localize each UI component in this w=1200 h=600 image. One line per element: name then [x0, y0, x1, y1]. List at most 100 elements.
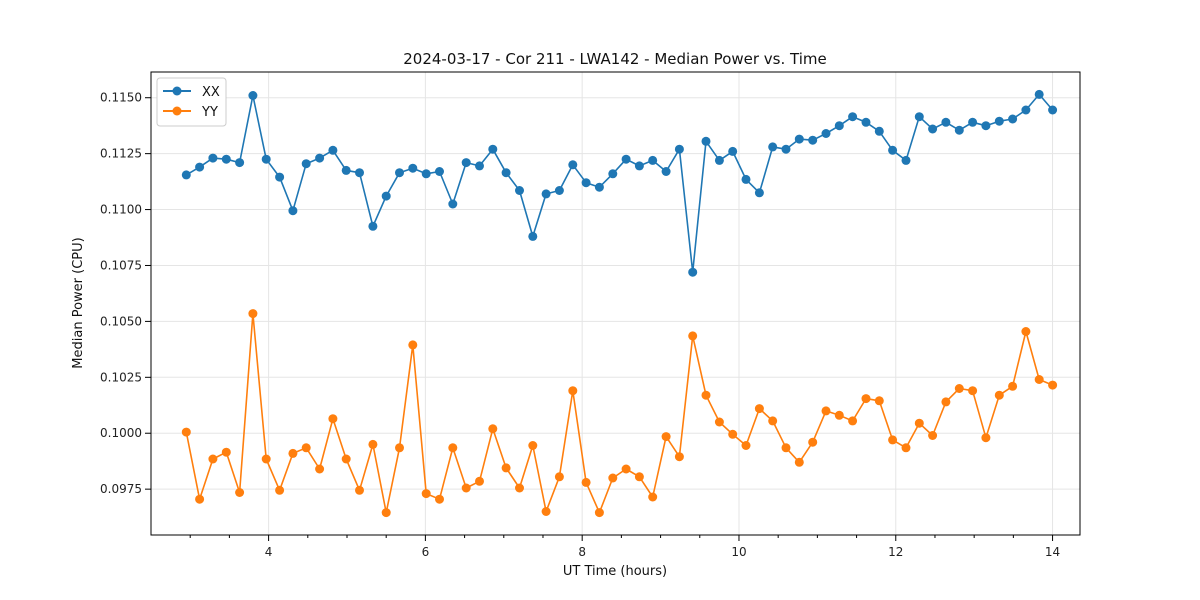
data-point-xx [435, 167, 444, 176]
data-point-yy [1034, 375, 1044, 384]
data-point-xx [208, 153, 218, 163]
data-point-xx [235, 158, 245, 168]
data-point-yy [208, 454, 218, 464]
data-point-yy [1021, 327, 1031, 336]
data-point-xx [1008, 114, 1018, 124]
data-point-yy [674, 452, 684, 462]
data-point-xx [728, 146, 738, 156]
data-point-xx [475, 161, 484, 171]
data-point-xx [461, 158, 471, 168]
data-point-xx [701, 136, 711, 146]
data-series [181, 89, 1058, 518]
data-point-xx [395, 168, 404, 178]
data-point-xx [968, 117, 978, 127]
data-point-xx [754, 188, 764, 198]
data-point-yy [475, 476, 484, 486]
data-point-yy [328, 414, 338, 424]
data-point-yy [448, 443, 458, 453]
data-point-yy [195, 494, 205, 504]
y-tick-label: 0.1150 [100, 91, 142, 105]
data-point-yy [821, 406, 831, 416]
data-point-yy [834, 410, 844, 420]
data-point-yy [608, 473, 618, 483]
data-point-yy [421, 489, 431, 499]
data-point-xx [541, 189, 551, 199]
legend: XX YY [156, 77, 227, 127]
data-point-xx [448, 199, 458, 209]
data-point-yy [848, 416, 858, 426]
data-point-xx [741, 174, 751, 184]
data-point-xx [328, 145, 338, 155]
data-point-xx [488, 144, 498, 154]
data-point-yy [981, 433, 991, 443]
data-point-xx [368, 221, 378, 231]
data-point-xx [888, 145, 898, 155]
data-point-yy [741, 441, 751, 450]
data-point-yy [315, 464, 325, 474]
data-point-xx [1048, 105, 1058, 115]
data-point-yy [395, 443, 404, 453]
data-point-xx [301, 159, 311, 169]
data-point-yy [794, 457, 804, 467]
legend-marker-xx [172, 86, 182, 96]
data-point-yy [368, 439, 378, 449]
data-point-yy [901, 443, 911, 453]
legend-label-xx: XX [202, 85, 220, 100]
data-point-xx [848, 112, 858, 122]
data-point-yy [488, 424, 498, 434]
data-point-yy [594, 508, 604, 518]
x-tick-label: 4 [265, 545, 273, 559]
data-point-yy [754, 404, 764, 414]
data-point-xx [821, 129, 831, 138]
x-tick-label: 14 [1045, 545, 1060, 559]
x-tick-label: 8 [578, 545, 586, 559]
y-tick-label: 0.1075 [100, 258, 142, 272]
data-point-xx [954, 125, 964, 135]
data-point-xx [275, 172, 285, 182]
data-point-yy [861, 394, 871, 404]
x-tick-label: 6 [422, 545, 430, 559]
data-point-yy [968, 386, 978, 396]
x-tick-label: 12 [888, 545, 903, 559]
data-point-xx [621, 154, 631, 164]
data-point-yy [341, 454, 351, 464]
data-point-xx [634, 161, 644, 171]
data-point-yy [288, 448, 298, 458]
data-point-xx [674, 144, 684, 154]
data-point-yy [261, 454, 271, 464]
data-point-yy [1048, 380, 1058, 390]
data-point-xx [714, 155, 724, 165]
data-point-xx [808, 135, 818, 145]
data-point-yy [381, 508, 391, 518]
data-point-xx [1021, 105, 1031, 115]
data-point-yy [435, 494, 444, 504]
data-point-xx [648, 155, 658, 165]
data-point-xx [381, 191, 391, 201]
data-point-xx [994, 116, 1004, 126]
data-point-xx [528, 231, 538, 241]
data-point-xx [688, 267, 698, 277]
y-tick-label: 0.0975 [100, 482, 142, 496]
data-point-xx [421, 169, 431, 179]
data-point-yy [515, 483, 524, 493]
data-point-xx [315, 153, 325, 163]
data-point-yy [581, 477, 591, 487]
data-point-yy [994, 390, 1004, 400]
data-point-yy [914, 418, 924, 428]
data-point-yy [248, 309, 258, 319]
chart-title: 2024-03-17 - Cor 211 - LWA142 - Median P… [403, 50, 827, 68]
data-point-yy [528, 441, 538, 450]
grid [151, 72, 1080, 535]
data-point-xx [941, 117, 951, 127]
data-point-yy [461, 483, 471, 493]
y-tick-label: 0.1025 [100, 370, 142, 384]
data-point-xx [181, 170, 191, 180]
y-tick-label: 0.1100 [100, 203, 142, 217]
data-point-xx [288, 206, 298, 216]
data-point-xx [834, 121, 844, 131]
x-tick-label: 10 [731, 545, 746, 559]
data-point-xx [261, 154, 271, 164]
data-point-yy [355, 485, 364, 495]
data-point-yy [688, 331, 698, 341]
data-point-yy [808, 437, 818, 447]
